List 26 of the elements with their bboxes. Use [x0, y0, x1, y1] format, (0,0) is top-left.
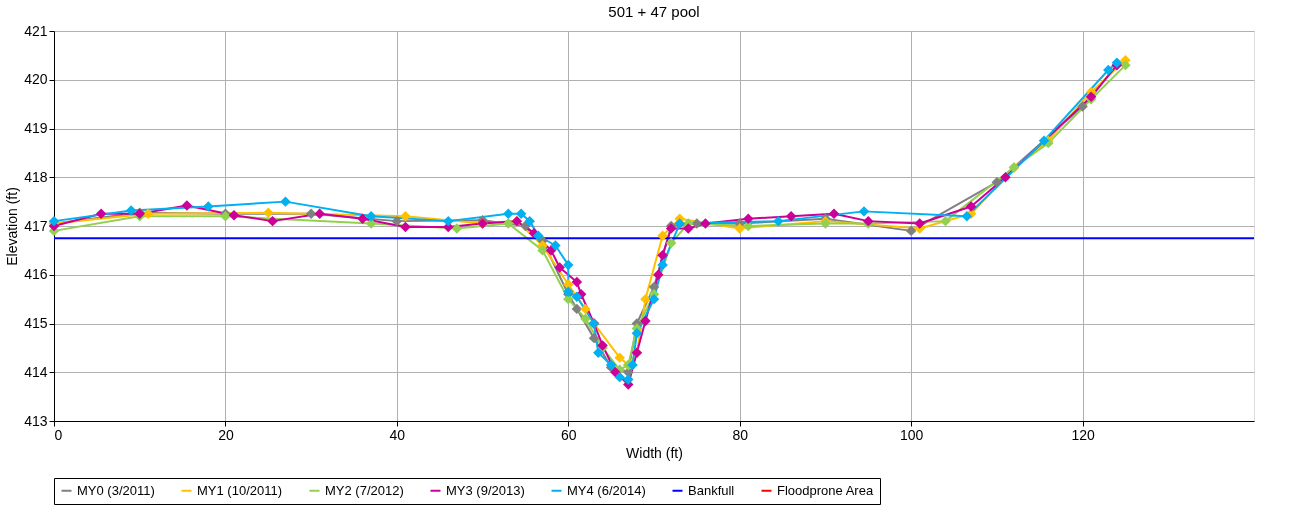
chart-title: 501 + 47 pool: [608, 3, 700, 20]
y-tick-label: 419: [24, 120, 48, 136]
x-tick-label: 100: [899, 426, 924, 443]
legend-label: MY3 (9/2013): [446, 482, 525, 498]
legend-label: MY4 (6/2014): [567, 482, 646, 498]
y-tick-label: 415: [24, 315, 48, 331]
y-tick-label: 420: [24, 71, 48, 88]
y-tick-label: 417: [24, 217, 48, 234]
x-tick-label: 60: [561, 426, 577, 443]
x-tick-label: 40: [389, 426, 406, 443]
y-axis-title: Elevation (ft): [4, 187, 21, 266]
x-axis-title: Width (ft): [626, 444, 683, 461]
y-tick-label: 413: [24, 412, 48, 429]
legend-label: MY0 (3/2011): [77, 482, 155, 498]
y-tick-label: 414: [24, 363, 48, 380]
y-tick-label: 416: [24, 266, 48, 283]
x-tick-label: 20: [218, 426, 234, 443]
x-tick-label: 80: [732, 426, 749, 443]
y-tick-label: 421: [24, 22, 48, 39]
legend-label: Floodprone Area: [777, 482, 874, 498]
x-tick-label: 120: [1071, 426, 1095, 443]
y-tick-label: 418: [24, 168, 48, 185]
legend-label: MY1 (10/2011): [197, 482, 283, 498]
legend-label: MY2 (7/2012): [325, 482, 404, 498]
legend-label: Bankfull: [688, 482, 735, 498]
x-tick-label: 0: [54, 426, 63, 443]
